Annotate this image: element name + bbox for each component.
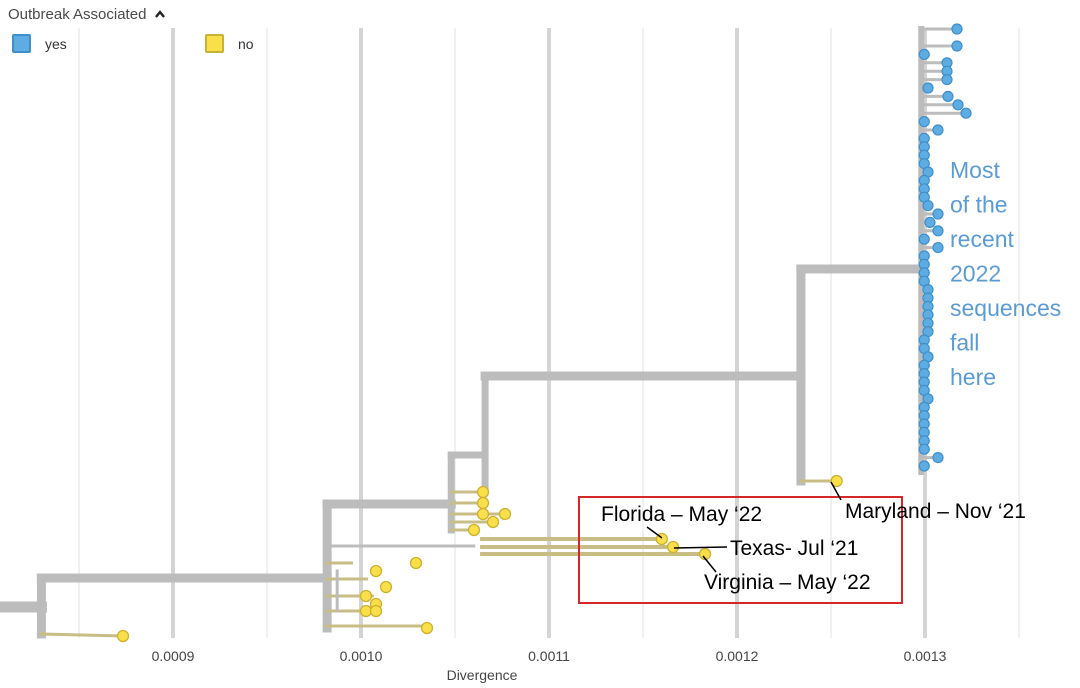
tip-no-13 <box>486 515 500 529</box>
tip-no-9 <box>476 485 490 499</box>
x-axis-title: Divergence <box>447 667 518 683</box>
tip-yes-9 <box>918 115 930 128</box>
annotation-maryland: Maryland – Nov ‘21 <box>845 500 1026 523</box>
tip-yes-50 <box>918 460 930 472</box>
legend-label-no[interactable]: no <box>238 36 254 52</box>
tip-yes-23 <box>918 233 930 245</box>
tip-no-8 <box>359 589 373 603</box>
note-line-4: sequences <box>950 295 1061 321</box>
tip-no-10 <box>476 496 490 510</box>
tip-yes-24 <box>932 242 944 254</box>
annotation-texas: Texas- Jul ‘21 <box>730 537 858 560</box>
legend-label-yes[interactable]: yes <box>45 36 67 52</box>
tip-no-3 <box>379 580 393 594</box>
tip-yes-20 <box>932 208 944 220</box>
x-tick-label-3: 0.0011 <box>528 648 570 664</box>
tip-yes-top <box>951 23 963 35</box>
tip-yes-19 <box>922 200 934 212</box>
tip-yes-21 <box>924 216 936 228</box>
tip-no-12 <box>498 507 512 521</box>
legend-title: Outbreak Associated <box>8 6 147 23</box>
annotation-florida: Florida – May ‘22 <box>601 503 762 526</box>
x-tick-label-4: 0.0012 <box>716 648 759 664</box>
tip-no-11 <box>476 507 490 521</box>
legend-swatch-no[interactable] <box>205 34 224 53</box>
highlight-box <box>578 496 903 604</box>
note-line-3: 2022 <box>950 261 1001 287</box>
x-tick-label-2: 0.0010 <box>340 648 383 664</box>
tip-no-1 <box>409 556 423 570</box>
tip-no-14 <box>467 523 481 537</box>
tip-yes-7 <box>952 99 964 111</box>
pointer-florida <box>646 526 663 539</box>
tip-yes-48 <box>918 443 930 455</box>
note-line-1: of the <box>950 192 1008 218</box>
pointer-maryland <box>830 481 842 501</box>
x-tick-label-5: 0.0013 <box>904 648 947 664</box>
tip-yes-6 <box>942 90 954 103</box>
legend: Outbreak Associated yes no <box>0 0 300 60</box>
branch-3 <box>39 632 124 638</box>
note-line-0: Most <box>950 157 1000 183</box>
chevron-up-icon[interactable] <box>155 9 165 19</box>
note-line-2: recent <box>950 226 1015 252</box>
tip-no-0 <box>116 629 130 643</box>
pointer-texas <box>673 546 728 549</box>
tip-no-7 <box>420 621 434 635</box>
x-tick-label-1: 0.0009 <box>152 648 195 664</box>
tip-yes-5 <box>922 82 934 94</box>
tip-yes-22 <box>932 225 944 237</box>
tip-no-6 <box>369 604 383 618</box>
note-line-6: here <box>950 364 996 390</box>
tip-yes-0 <box>951 40 963 52</box>
tip-yes-4 <box>941 73 953 86</box>
tip-no-2 <box>369 564 383 578</box>
tip-no-16 <box>666 540 680 554</box>
legend-swatch-yes[interactable] <box>12 34 31 53</box>
tip-yes-10 <box>932 124 944 136</box>
annotation-virginia: Virginia – May ‘22 <box>704 571 871 594</box>
tip-yes-49 <box>932 452 944 464</box>
tip-yes-8 <box>960 107 972 119</box>
tip-no-18 <box>830 474 843 488</box>
pointer-virginia <box>702 555 717 573</box>
note-line-5: fall <box>950 330 979 356</box>
tip-yes-1 <box>918 48 930 61</box>
